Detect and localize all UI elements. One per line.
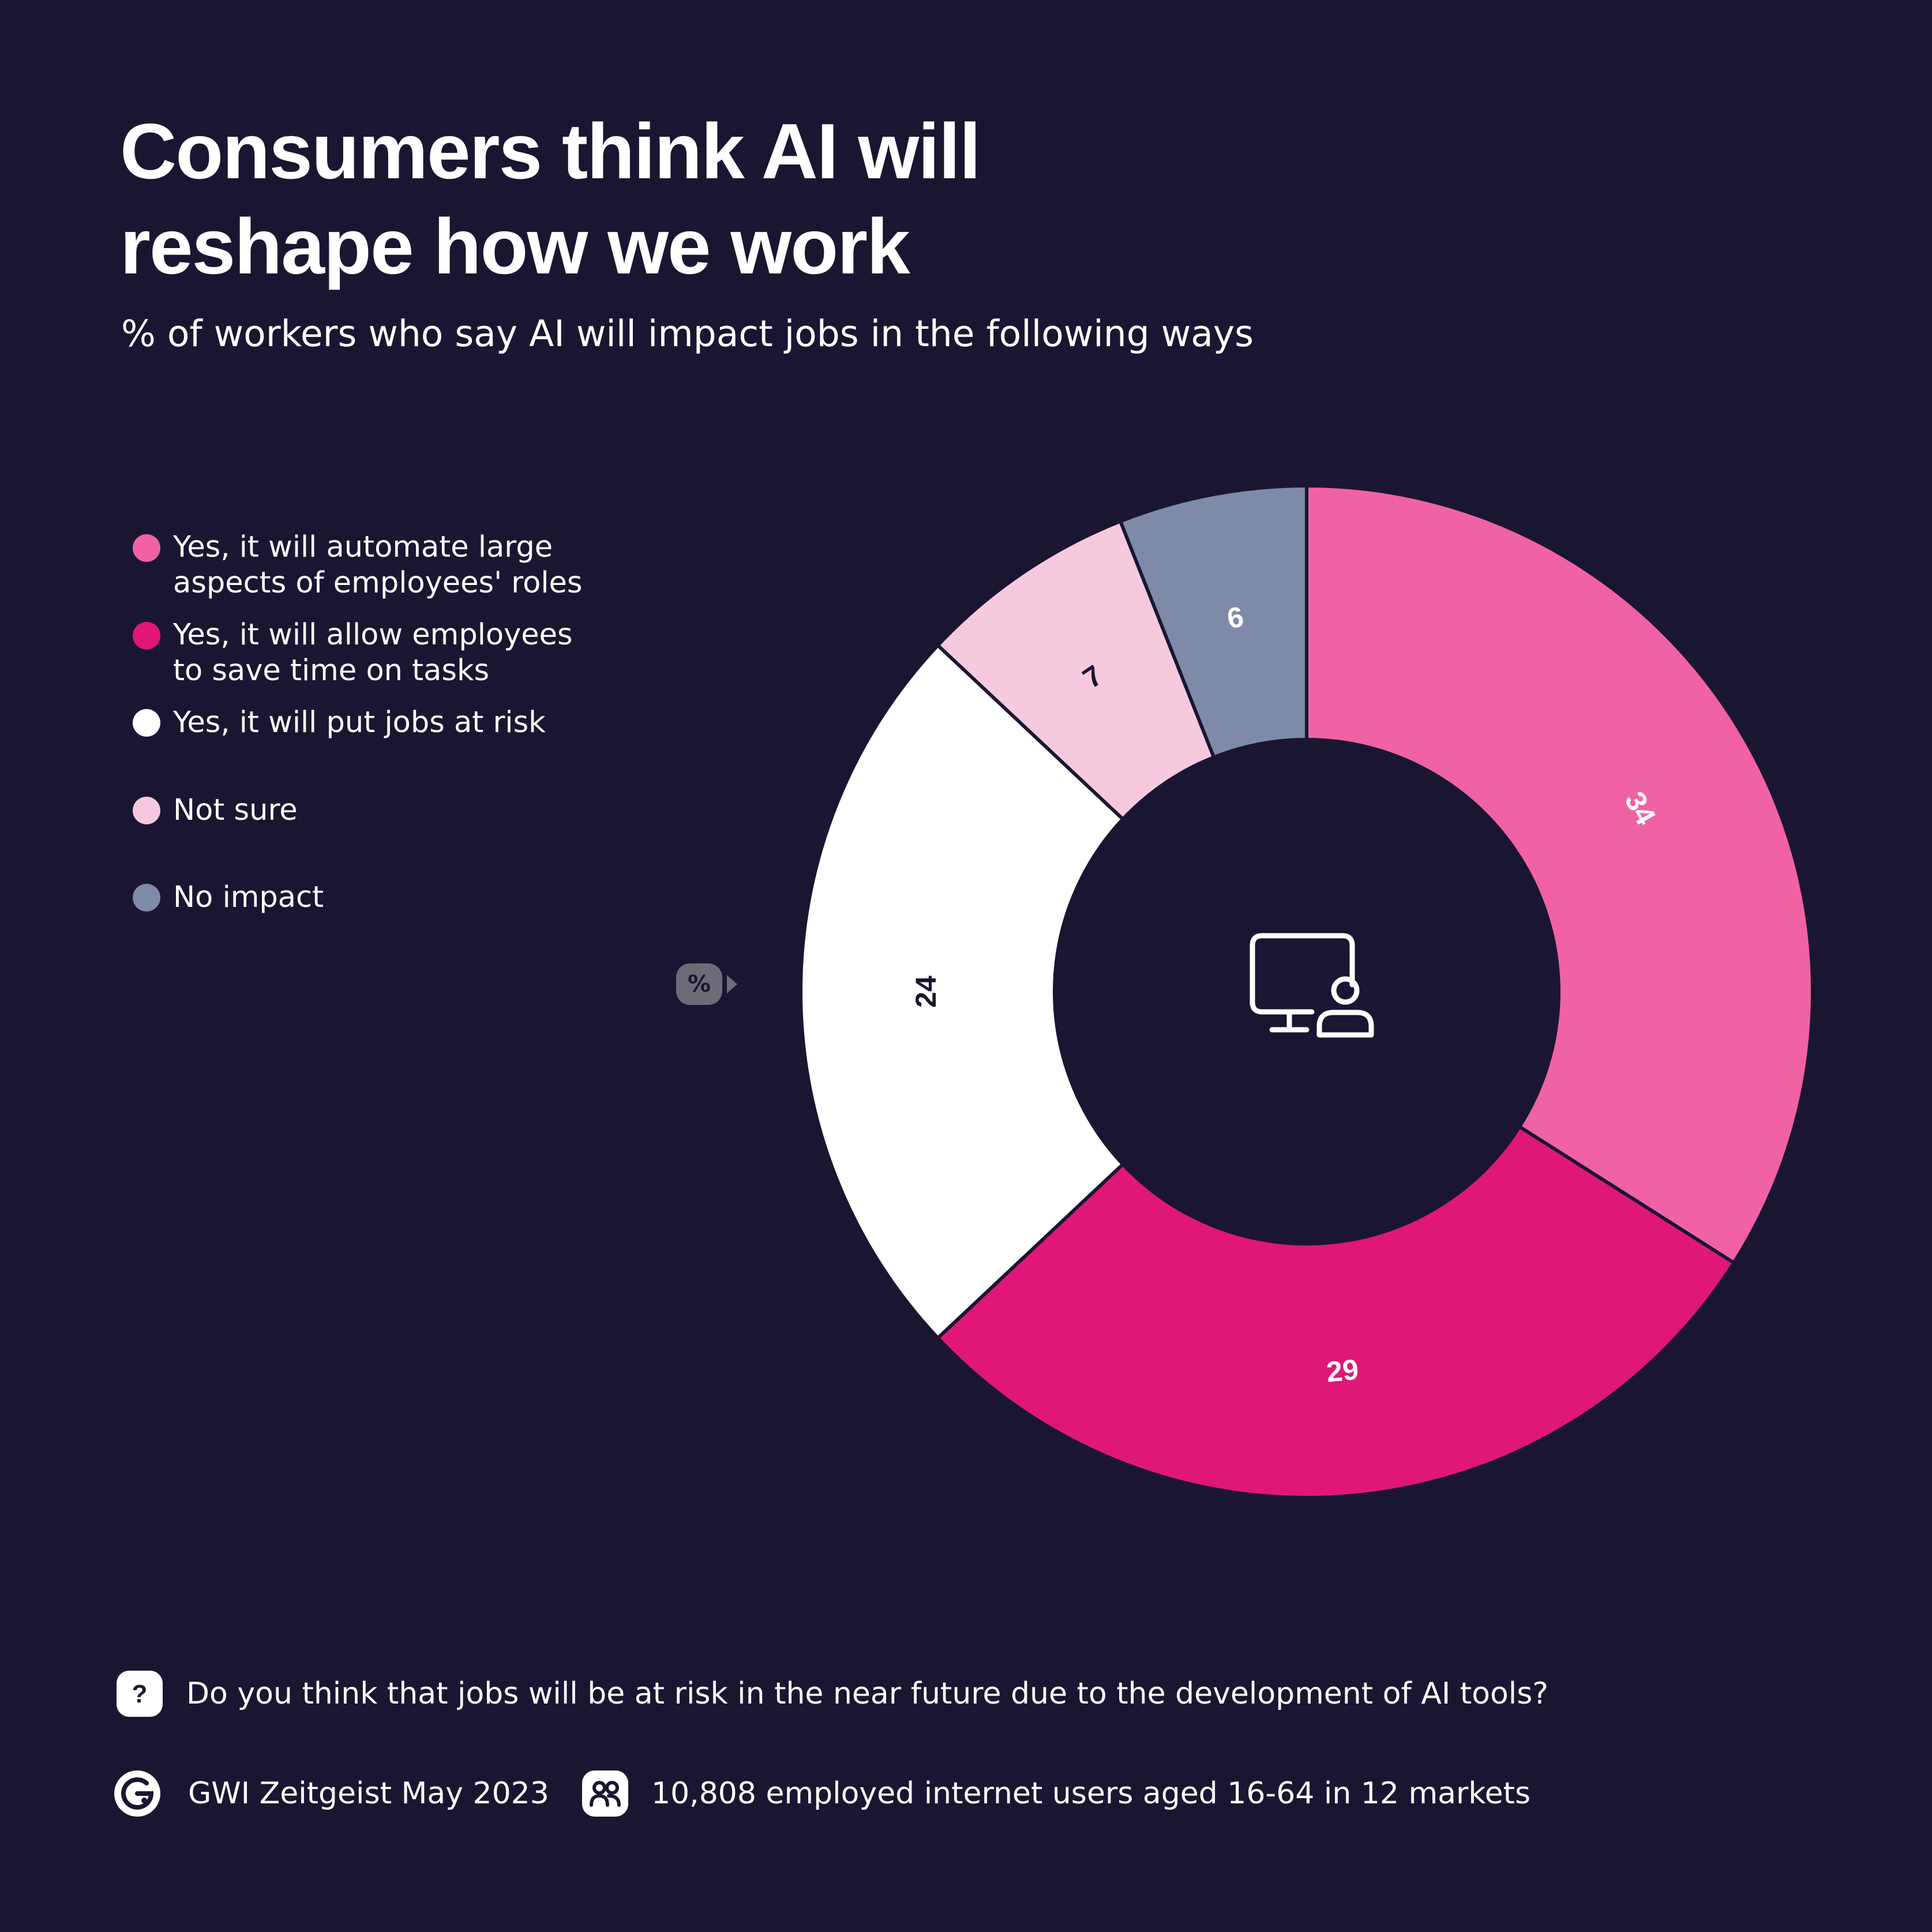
people-icon bbox=[582, 1770, 628, 1817]
donut-slice-save-time bbox=[935, 1124, 1736, 1500]
question-mark-glyph: ? bbox=[132, 1680, 148, 1708]
legend-swatch bbox=[133, 622, 160, 650]
chart-title: Consumers think AI will reshape how we w… bbox=[120, 107, 981, 290]
legend-swatch bbox=[133, 534, 160, 562]
people-glyph bbox=[590, 1781, 621, 1807]
sample-description: 10,808 employed internet users aged 16-6… bbox=[651, 1776, 1531, 1811]
donut-slice-automate bbox=[1305, 483, 1814, 1266]
legend-label: No impact bbox=[173, 880, 324, 914]
percent-tag: % bbox=[676, 963, 740, 1005]
legend-label: Yes, it will automate large aspects of e… bbox=[173, 530, 583, 600]
legend-label: Yes, it will allow employees to save tim… bbox=[173, 618, 573, 688]
svg-text:?: ? bbox=[132, 1680, 148, 1708]
question-icon: ? bbox=[117, 1671, 163, 1717]
monitor-user-icon bbox=[1250, 933, 1374, 1038]
slice-value-label: 29 bbox=[1325, 1353, 1360, 1389]
donut-slice-jobs-at-risk bbox=[798, 643, 1126, 1341]
donut-slice-no-impact bbox=[1118, 483, 1308, 760]
percent-tag-arrow bbox=[727, 975, 737, 993]
legend-label: Not sure bbox=[173, 793, 298, 827]
data-source: GWI Zeitgeist May 2023 bbox=[188, 1776, 549, 1811]
chart-subtitle: % of workers who say AI will impact jobs… bbox=[121, 313, 1254, 355]
gwi-logo-icon bbox=[114, 1770, 160, 1817]
survey-question: Do you think that jobs will be at risk i… bbox=[186, 1676, 1548, 1711]
legend-swatch bbox=[133, 709, 160, 737]
slice-value-label: 24 bbox=[910, 976, 942, 1008]
gwi-logo-glyph bbox=[121, 1777, 154, 1810]
legend-label: Yes, it will put jobs at risk bbox=[173, 706, 546, 740]
legend-swatch bbox=[133, 797, 160, 824]
legend-swatch bbox=[133, 884, 160, 911]
donut-slices bbox=[798, 483, 1814, 1500]
percent-tag-label: % bbox=[676, 963, 722, 1005]
